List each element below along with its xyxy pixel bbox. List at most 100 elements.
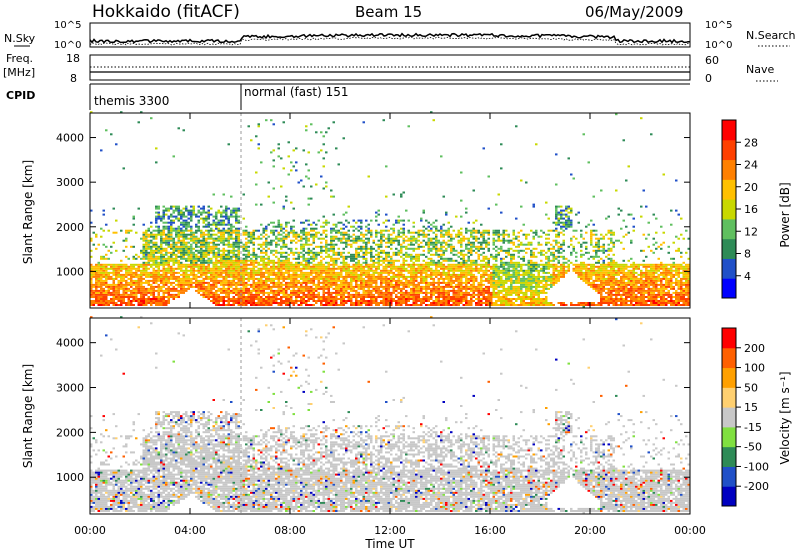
power-cell — [485, 296, 488, 298]
power-cell — [282, 275, 285, 278]
power-cell — [197, 259, 200, 262]
power-cell — [472, 241, 475, 244]
power-cell — [420, 300, 423, 302]
power-cell — [97, 298, 100, 300]
power-cell — [260, 233, 263, 236]
power-cell — [145, 275, 148, 278]
power-cell — [235, 249, 238, 252]
power-cell — [377, 273, 380, 276]
power-cell — [145, 239, 148, 242]
power-cell — [432, 283, 435, 286]
power-cell — [212, 285, 215, 288]
power-cell — [300, 239, 303, 242]
power-cell — [225, 261, 228, 264]
power-cell — [207, 289, 210, 292]
power-cell — [95, 291, 98, 294]
power-cell — [190, 237, 193, 240]
power-cell — [227, 293, 230, 296]
power-cell — [477, 285, 480, 288]
power-cell — [245, 229, 248, 232]
power-cell — [317, 237, 320, 240]
power-cell — [440, 285, 443, 288]
power-cell — [282, 279, 285, 282]
power-cell — [267, 291, 270, 294]
power-cell — [190, 281, 193, 284]
power-cell — [290, 161, 293, 164]
power-cell — [140, 298, 143, 300]
power-cell — [217, 271, 220, 274]
power-cell — [237, 296, 240, 298]
power-cell — [215, 298, 218, 300]
power-cell — [425, 273, 428, 276]
power-cell — [137, 207, 140, 210]
power-cell — [465, 281, 468, 284]
power-cell — [472, 263, 475, 266]
power-cell — [285, 261, 288, 264]
power-cell — [175, 233, 178, 236]
power-cell — [155, 243, 158, 246]
power-cell — [330, 241, 333, 244]
power-cell — [432, 241, 435, 244]
power-cell — [280, 273, 283, 276]
power-cell — [267, 271, 270, 274]
power-cell — [482, 302, 485, 304]
power-cell — [345, 265, 348, 268]
power-cell — [427, 304, 430, 306]
power-cell — [105, 269, 108, 272]
power-cell — [305, 129, 308, 132]
power-cell — [310, 277, 313, 280]
power-cell — [407, 275, 410, 278]
power-cell — [495, 300, 498, 302]
power-cell — [335, 287, 338, 290]
power-cell — [292, 289, 295, 292]
power-cell — [125, 273, 128, 276]
power-cell — [127, 265, 130, 268]
power-cell — [127, 277, 130, 280]
power-cell — [260, 275, 263, 278]
power-cell — [225, 213, 228, 216]
power-cell — [340, 275, 343, 278]
power-cell — [457, 241, 460, 244]
power-cell — [345, 285, 348, 288]
power-cell — [142, 257, 145, 260]
power-cell — [482, 257, 485, 260]
power-cell — [322, 296, 325, 298]
power-cell — [97, 285, 100, 288]
power-cell — [90, 275, 93, 278]
power-cell — [277, 277, 280, 280]
power-cell — [107, 275, 110, 278]
power-cell — [277, 243, 280, 246]
power-cell — [252, 271, 255, 274]
power-cell — [330, 195, 333, 198]
power-cell — [205, 229, 208, 232]
power-cell — [445, 229, 448, 232]
power-cell — [210, 285, 213, 288]
power-cell — [100, 263, 103, 266]
power-cell — [192, 231, 195, 234]
power-cell — [360, 231, 363, 234]
power-cell — [355, 261, 358, 264]
power-cell — [97, 261, 100, 264]
power-cell — [495, 291, 498, 294]
power-cell — [407, 231, 410, 234]
power-cell — [157, 233, 160, 236]
power-cell — [190, 247, 193, 250]
power-cell — [492, 279, 495, 282]
power-cell — [485, 263, 488, 266]
power-cell — [135, 269, 138, 272]
power-cell — [342, 233, 345, 236]
power-cell — [307, 304, 310, 306]
power-cell — [377, 267, 380, 270]
power-cell — [400, 269, 403, 272]
power-cell — [205, 289, 208, 292]
power-cell — [427, 239, 430, 242]
power-cell — [395, 267, 398, 270]
power-cell — [382, 233, 385, 236]
power-cell — [297, 300, 300, 302]
power-cell — [162, 233, 165, 236]
power-cell — [387, 291, 390, 294]
power-cell — [170, 251, 173, 254]
power-cell — [267, 195, 270, 198]
power-cell — [147, 263, 150, 266]
power-cell — [277, 279, 280, 282]
